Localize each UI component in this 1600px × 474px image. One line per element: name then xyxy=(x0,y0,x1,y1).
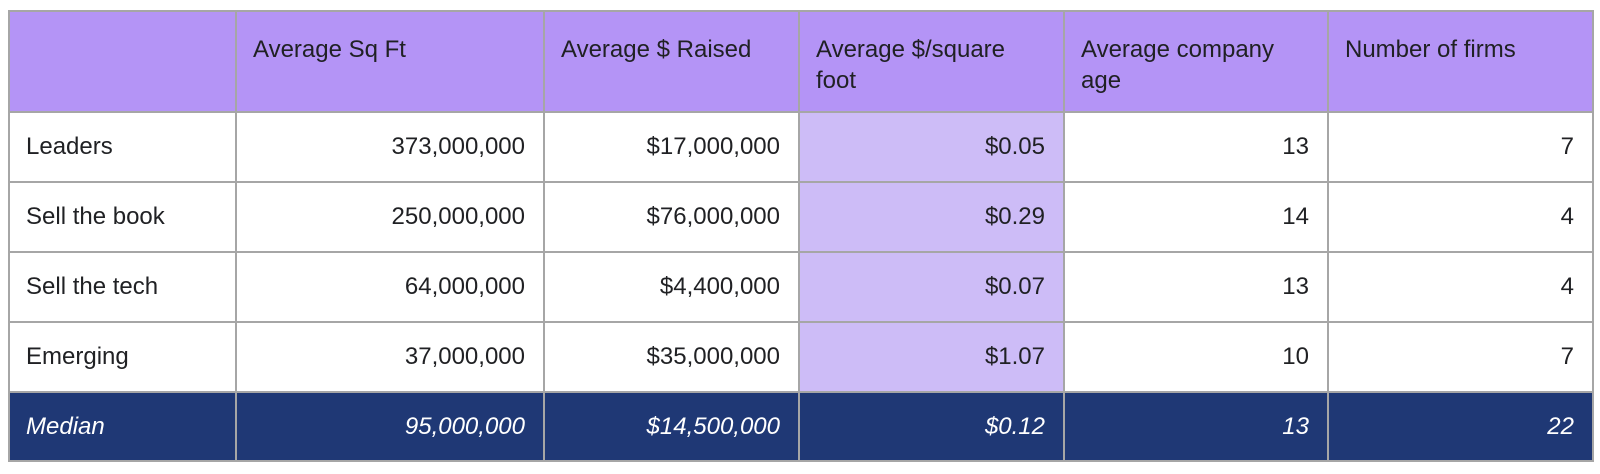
cell-avg-per-sq-ft: $1.07 xyxy=(798,321,1065,393)
median-avg-per-sq-ft: $0.12 xyxy=(798,391,1065,462)
row-label: Sell the book xyxy=(8,181,237,253)
cell-avg-per-sq-ft: $0.05 xyxy=(798,111,1065,183)
header-cell-empty xyxy=(8,10,237,113)
row-label: Emerging xyxy=(8,321,237,393)
table-row-sell-the-tech: Sell the tech 64,000,000 $4,400,000 $0.0… xyxy=(8,251,1594,323)
cell-avg-raised: $35,000,000 xyxy=(543,321,800,393)
cell-avg-sq-ft: 37,000,000 xyxy=(235,321,545,393)
cell-avg-sq-ft: 250,000,000 xyxy=(235,181,545,253)
cell-avg-sq-ft: 64,000,000 xyxy=(235,251,545,323)
median-row: Median 95,000,000 $14,500,000 $0.12 13 2… xyxy=(8,391,1594,462)
table-row-emerging: Emerging 37,000,000 $35,000,000 $1.07 10… xyxy=(8,321,1594,393)
cell-number-of-firms: 7 xyxy=(1327,111,1594,183)
cell-number-of-firms: 4 xyxy=(1327,181,1594,253)
firm-segments-summary-table: Average Sq Ft Average $ Raised Average $… xyxy=(8,10,1594,462)
cell-avg-company-age: 14 xyxy=(1063,181,1329,253)
cell-avg-raised: $4,400,000 xyxy=(543,251,800,323)
cell-avg-raised: $17,000,000 xyxy=(543,111,800,183)
table-row-sell-the-book: Sell the book 250,000,000 $76,000,000 $0… xyxy=(8,181,1594,253)
header-cell-average-sq-ft: Average Sq Ft xyxy=(235,10,545,113)
cell-avg-company-age: 10 xyxy=(1063,321,1329,393)
row-label: Leaders xyxy=(8,111,237,183)
cell-avg-sq-ft: 373,000,000 xyxy=(235,111,545,183)
cell-avg-company-age: 13 xyxy=(1063,251,1329,323)
header-row: Average Sq Ft Average $ Raised Average $… xyxy=(8,10,1594,113)
median-number-of-firms: 22 xyxy=(1327,391,1594,462)
cell-number-of-firms: 7 xyxy=(1327,321,1594,393)
table-row-leaders: Leaders 373,000,000 $17,000,000 $0.05 13… xyxy=(8,111,1594,183)
row-label: Sell the tech xyxy=(8,251,237,323)
median-avg-company-age: 13 xyxy=(1063,391,1329,462)
cell-avg-raised: $76,000,000 xyxy=(543,181,800,253)
cell-avg-per-sq-ft: $0.29 xyxy=(798,181,1065,253)
header-cell-average-per-sq-ft: Average $/square foot xyxy=(798,10,1065,113)
median-avg-raised: $14,500,000 xyxy=(543,391,800,462)
cell-avg-per-sq-ft: $0.07 xyxy=(798,251,1065,323)
header-cell-average-company-age: Average company age xyxy=(1063,10,1329,113)
median-avg-sq-ft: 95,000,000 xyxy=(235,391,545,462)
median-row-label: Median xyxy=(8,391,237,462)
cell-number-of-firms: 4 xyxy=(1327,251,1594,323)
header-cell-average-raised: Average $ Raised xyxy=(543,10,800,113)
cell-avg-company-age: 13 xyxy=(1063,111,1329,183)
header-cell-number-of-firms: Number of firms xyxy=(1327,10,1594,113)
